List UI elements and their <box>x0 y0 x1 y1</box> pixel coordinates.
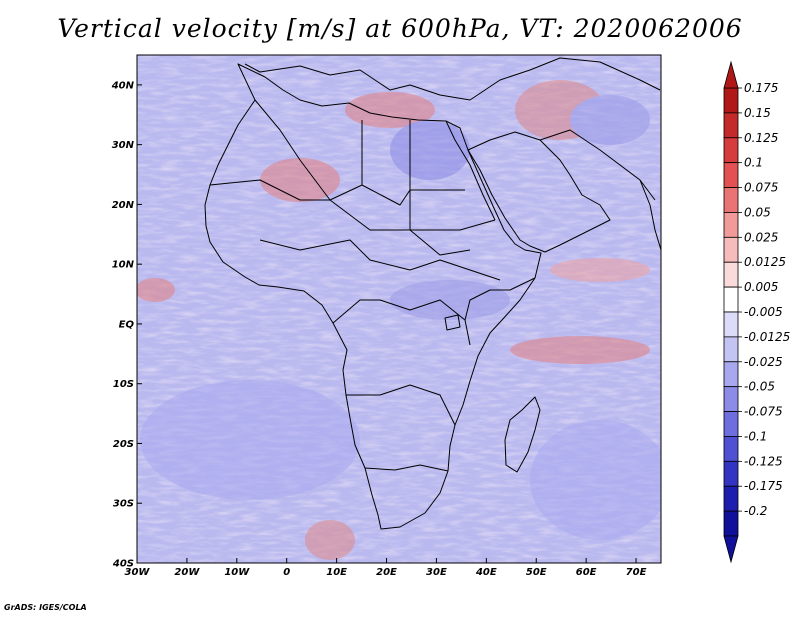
lon-tick-label: 0 <box>283 567 290 578</box>
colorbar-label: 0.05 <box>744 205 771 219</box>
colorbar-label: 0.15 <box>744 106 771 120</box>
colorbar-swatch <box>723 112 739 139</box>
lat-tick-label: 10S <box>113 379 134 390</box>
lon-tick-label: 10E <box>326 567 347 578</box>
lat-tick-label: EQ <box>119 319 135 330</box>
colorbar-label: 0.175 <box>744 81 778 95</box>
lat-tick-label: 40N <box>111 80 135 91</box>
border-sahel <box>209 179 496 231</box>
madagascar <box>504 396 541 473</box>
colorbar-swatch <box>723 336 739 363</box>
colorbar-swatch <box>723 485 739 512</box>
credit-label: GrADS: IGES/COLA <box>4 603 87 612</box>
map-frame <box>136 54 662 564</box>
colorbar-swatch <box>723 236 739 263</box>
colorbar-swatch <box>723 460 739 487</box>
colorbar-swatch <box>723 436 739 462</box>
lon-tick-label: 40E <box>475 567 497 578</box>
colorbar-swatch <box>723 162 739 188</box>
colorbar-swatch <box>723 212 739 238</box>
lon-tick-label: 30W <box>125 567 151 578</box>
colorbar-swatch <box>723 510 739 537</box>
colorbar-label: 0.075 <box>744 181 778 195</box>
lat-tick-label: 30S <box>113 499 134 510</box>
colorbar-swatch <box>723 261 739 288</box>
colorbar-label: 0.125 <box>744 131 778 145</box>
colorbar-label: -0.2 <box>744 504 767 518</box>
colorbar-swatch <box>723 87 739 114</box>
border-north-sudan <box>409 190 471 256</box>
colorbar-label: 0.1 <box>744 156 763 170</box>
lon-tick-label: 50E <box>526 567 547 578</box>
lon-tick-label: 70E <box>626 567 647 578</box>
lat-tick-label: 10N <box>112 260 135 271</box>
lat-tick-label: 30N <box>112 140 135 151</box>
colorbar-swatch <box>723 137 739 164</box>
colorbar-label: -0.0125 <box>744 330 790 344</box>
map-panel <box>137 55 661 563</box>
colorbar-label: 0.025 <box>744 230 778 244</box>
colorbar-label: -0.005 <box>744 305 783 319</box>
colorbar-swatch <box>723 311 739 338</box>
colorbar-label: -0.025 <box>744 355 783 369</box>
europe-coast <box>244 57 661 101</box>
lake-victoria <box>444 314 461 331</box>
coastlines-and-borders <box>204 57 661 530</box>
lon-tick-label: 20E <box>376 567 397 578</box>
border-east <box>464 277 536 321</box>
lat-tick-label: 20N <box>112 200 135 211</box>
africa-coastline <box>204 63 542 530</box>
arabian-peninsula <box>467 131 611 253</box>
colorbar-label: 0.0125 <box>744 255 786 269</box>
colorbar-label: 0.005 <box>744 280 778 294</box>
colorbar-swatch <box>723 411 739 437</box>
colorbar-label: -0.1 <box>744 429 767 443</box>
lon-tick-label: 60E <box>576 567 597 578</box>
colorbar-top-arrow <box>723 60 739 89</box>
lon-tick-label: 10W <box>224 567 250 578</box>
colorbar-swatch <box>723 361 739 388</box>
red-sea <box>445 120 496 221</box>
india-coast <box>639 179 661 251</box>
colorbar-label: -0.175 <box>744 479 783 493</box>
colorbar: 0.175 0.15 0.125 0.1 0.075 0.05 0.025 0.0125 0.0… <box>723 60 790 564</box>
longitude-axis: 30W 20W 10W 0 10E 20E 30E 40E 50E 60E 70E <box>125 558 647 578</box>
colorbar-label: -0.125 <box>744 454 783 468</box>
lon-tick-label: 20W <box>174 567 200 578</box>
colorbar-swatch <box>723 187 739 213</box>
iran-coast <box>539 129 656 201</box>
chart-title: Vertical velocity [m/s] at 600hPa, VT: 2… <box>57 14 743 43</box>
colorbar-swatch <box>723 286 739 313</box>
velocity-patches <box>137 80 661 560</box>
colorbar-bottom-arrow <box>723 535 739 564</box>
border-southern <box>346 384 456 426</box>
border-central <box>259 239 501 281</box>
lat-tick-label: 40S <box>112 559 134 570</box>
lon-tick-label: 30E <box>426 567 447 578</box>
colorbar-label: -0.075 <box>744 405 783 419</box>
latitude-axis: 40N 30N 20N 10N EQ 10S 20S 30S 40S <box>111 80 142 570</box>
colorbar-label: -0.05 <box>744 380 775 394</box>
colorbar-swatch <box>723 386 739 412</box>
lat-tick-label: 20S <box>113 439 134 450</box>
border-south-africa <box>364 464 449 472</box>
